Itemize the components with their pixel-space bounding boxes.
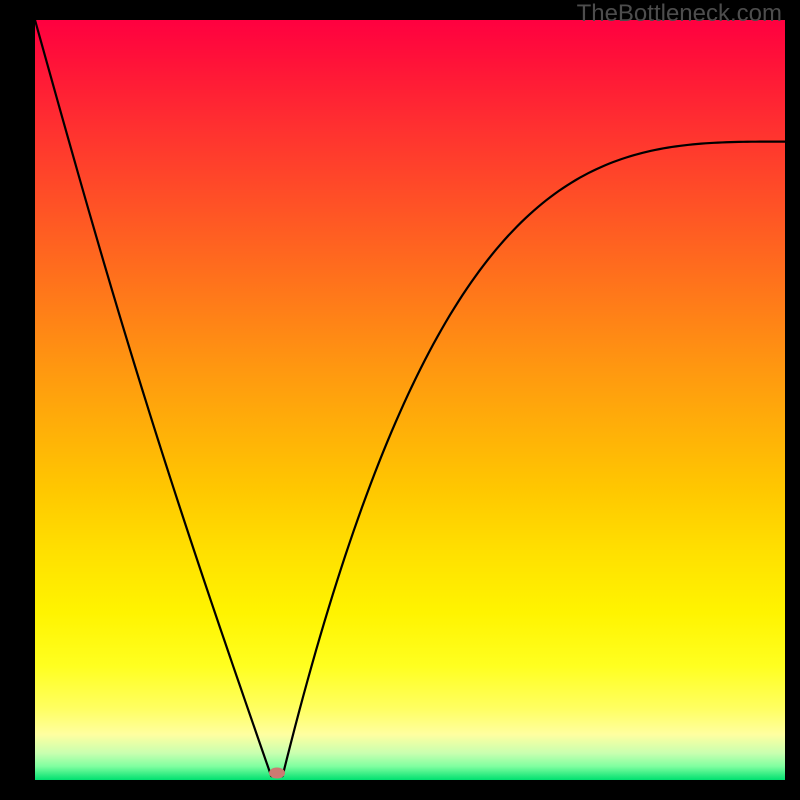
optimal-point-marker [269,768,285,779]
frame-right [785,0,800,800]
frame-left [0,0,35,800]
plot-area [35,20,785,780]
watermark-label: TheBottleneck.com [577,0,782,28]
frame-bottom [0,780,800,800]
bottleneck-curve [35,20,785,780]
